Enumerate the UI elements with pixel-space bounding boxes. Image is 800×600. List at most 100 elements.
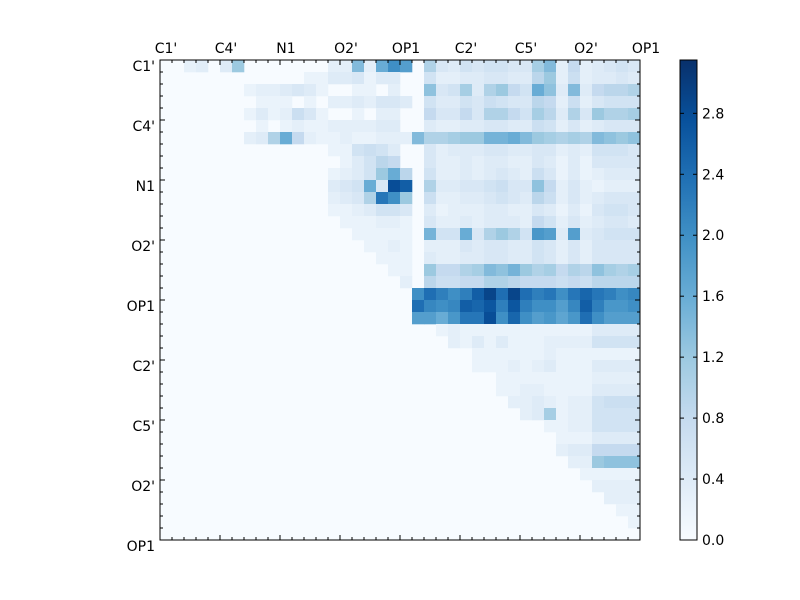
heatmap-cell <box>400 132 413 145</box>
heatmap-cell <box>508 216 521 229</box>
heatmap-cell <box>388 156 401 169</box>
heatmap-cell <box>376 144 389 157</box>
heatmap-cell <box>508 72 521 85</box>
heatmap-cell <box>532 168 545 181</box>
heatmap-cell <box>436 264 449 277</box>
heatmap-cell <box>532 336 545 349</box>
heatmap-cell <box>604 60 617 73</box>
heatmap-cell <box>196 60 209 73</box>
heatmap-cell <box>580 432 593 445</box>
heatmap-cell <box>616 108 629 121</box>
heatmap-cell <box>532 312 545 325</box>
heatmap-cell <box>604 384 617 397</box>
heatmap-cell <box>544 324 557 337</box>
heatmap-cell <box>232 60 245 73</box>
heatmap-cell <box>484 216 497 229</box>
heatmap-cell <box>376 204 389 217</box>
heatmap-cell <box>604 144 617 157</box>
heatmap-cell <box>616 132 629 145</box>
heatmap-cell <box>628 180 641 193</box>
heatmap-cell <box>364 216 377 229</box>
heatmap-cell <box>460 72 473 85</box>
heatmap-cell <box>580 168 593 181</box>
heatmap-cell <box>568 348 581 361</box>
heatmap-cell <box>508 324 521 337</box>
heatmap-cell <box>580 348 593 361</box>
heatmap-cell <box>424 264 437 277</box>
heatmap-cell <box>508 372 521 385</box>
heatmap-cell <box>460 180 473 193</box>
heatmap-cell <box>460 156 473 169</box>
heatmap-cell <box>460 300 473 313</box>
heatmap-cell <box>472 228 485 241</box>
heatmap-cell <box>556 204 569 217</box>
heatmap-cell <box>580 276 593 289</box>
heatmap-cell <box>580 216 593 229</box>
heatmap-cell <box>568 324 581 337</box>
heatmap-cell <box>352 60 365 73</box>
heatmap-cell <box>400 264 413 277</box>
heatmap-cell <box>352 192 365 205</box>
heatmap-cell <box>628 504 641 517</box>
heatmap-cell <box>484 96 497 109</box>
heatmap-cell <box>460 144 473 157</box>
heatmap-cell <box>568 240 581 253</box>
heatmap-cell <box>268 84 281 97</box>
heatmap-cell <box>592 216 605 229</box>
heatmap-cell <box>592 408 605 421</box>
heatmap-cell <box>532 240 545 253</box>
heatmap-cell <box>436 228 449 241</box>
heatmap-cell <box>448 264 461 277</box>
heatmap-cell <box>568 432 581 445</box>
heatmap-cell <box>568 288 581 301</box>
heatmap-cell <box>496 216 509 229</box>
heatmap-cell <box>364 84 377 97</box>
heatmap-cell <box>532 156 545 169</box>
heatmap-cell <box>328 120 341 133</box>
heatmap-cell <box>592 72 605 85</box>
heatmap-cell <box>472 252 485 265</box>
heatmap-cell <box>460 216 473 229</box>
heatmap-cell <box>376 108 389 121</box>
heatmap-cell <box>448 228 461 241</box>
heatmap-cell <box>592 120 605 133</box>
heatmap-cell <box>520 300 533 313</box>
y-tick-label: C1' <box>132 59 155 75</box>
heatmap-cell <box>520 276 533 289</box>
heatmap-cell <box>484 336 497 349</box>
heatmap-cell <box>568 132 581 145</box>
heatmap-cell <box>520 144 533 157</box>
heatmap-cell <box>424 120 437 133</box>
heatmap-cell <box>508 96 521 109</box>
heatmap-cell <box>592 96 605 109</box>
heatmap-cell <box>352 96 365 109</box>
heatmap-cell <box>352 228 365 241</box>
heatmap-cell <box>472 216 485 229</box>
heatmap-cell <box>388 84 401 97</box>
heatmap-cell <box>448 84 461 97</box>
heatmap-cell <box>448 276 461 289</box>
heatmap-cell <box>448 312 461 325</box>
heatmap-cell <box>508 348 521 361</box>
heatmap-cell <box>508 276 521 289</box>
heatmap-cell <box>436 60 449 73</box>
heatmap-cell <box>580 312 593 325</box>
heatmap-cell <box>568 168 581 181</box>
heatmap-cell <box>484 288 497 301</box>
heatmap-cell <box>520 204 533 217</box>
heatmap-cell <box>616 420 629 433</box>
heatmap-cell <box>520 384 533 397</box>
heatmap-cell <box>472 324 485 337</box>
heatmap-cell <box>544 156 557 169</box>
heatmap-cell <box>580 120 593 133</box>
heatmap-cell <box>604 156 617 169</box>
heatmap-cell <box>628 396 641 409</box>
colorbar-tick-label: 1.2 <box>702 350 724 366</box>
heatmap-cell <box>496 84 509 97</box>
heatmap-cell <box>388 144 401 157</box>
heatmap-cell <box>628 84 641 97</box>
heatmap-cell <box>436 168 449 181</box>
heatmap-cell <box>556 372 569 385</box>
heatmap-cell <box>556 348 569 361</box>
heatmap-cell <box>448 180 461 193</box>
